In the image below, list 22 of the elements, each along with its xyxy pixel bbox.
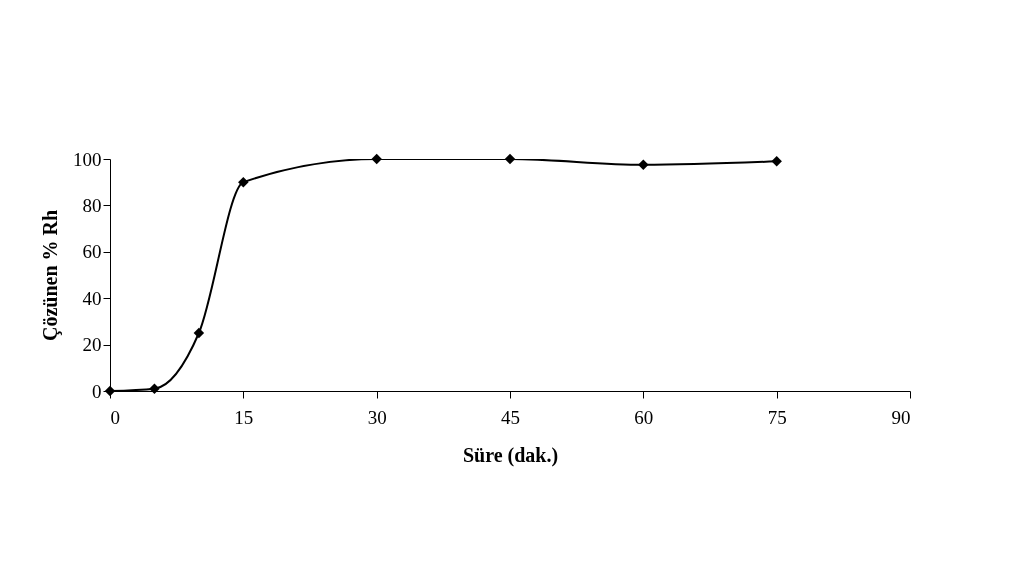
point	[238, 176, 249, 188]
point	[371, 153, 382, 165]
x-tick-label: 15	[234, 406, 254, 428]
x-tick-label: 90	[891, 406, 911, 428]
x-tick-label: 75	[767, 406, 787, 428]
x-tick-label: 0	[110, 406, 120, 428]
point	[193, 327, 205, 339]
y-tick-label: 60	[82, 241, 102, 263]
x-axis-title: Süre (dak.)	[462, 443, 559, 467]
point	[771, 156, 782, 167]
y-tick-label: 20	[82, 334, 102, 356]
point	[638, 159, 649, 171]
point	[504, 153, 516, 165]
x-tick-label: 45	[501, 406, 520, 428]
x-tick-label: 60	[634, 406, 654, 428]
y-tick-label: 40	[82, 287, 102, 309]
y-tick-label: 100	[73, 148, 102, 170]
x-tick-label: 30	[367, 406, 387, 428]
y-tick-label: 80	[82, 194, 102, 216]
y-tick-label: 0	[92, 380, 102, 402]
point	[149, 383, 160, 394]
y-axis-title: Çözünen % Rh	[39, 209, 62, 342]
